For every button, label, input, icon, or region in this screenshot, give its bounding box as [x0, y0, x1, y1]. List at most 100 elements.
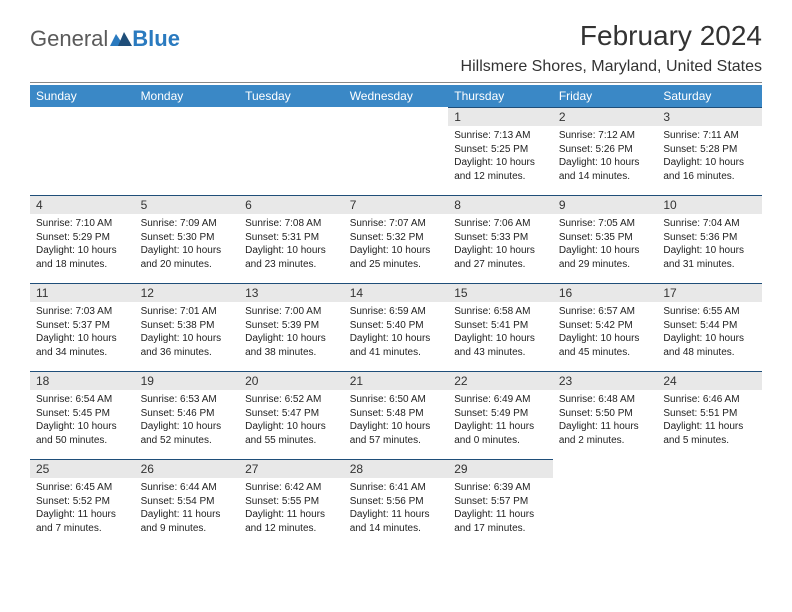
weekday-header: Saturday	[657, 85, 762, 107]
sunset-line: Sunset: 5:30 PM	[141, 231, 234, 245]
daylight-line: Daylight: 11 hours and 5 minutes.	[663, 420, 756, 447]
daylight-line: Daylight: 10 hours and 43 minutes.	[454, 332, 547, 359]
day-number: 2	[553, 107, 658, 126]
day-details: Sunrise: 7:07 AMSunset: 5:32 PMDaylight:…	[344, 214, 449, 274]
daylight-line: Daylight: 11 hours and 17 minutes.	[454, 508, 547, 535]
day-number: 1	[448, 107, 553, 126]
sunset-line: Sunset: 5:46 PM	[141, 407, 234, 421]
day-details: Sunrise: 6:48 AMSunset: 5:50 PMDaylight:…	[553, 390, 658, 450]
sunrise-line: Sunrise: 6:59 AM	[350, 305, 443, 319]
sunrise-line: Sunrise: 6:52 AM	[245, 393, 338, 407]
calendar-day-cell	[344, 107, 449, 195]
sunset-line: Sunset: 5:29 PM	[36, 231, 129, 245]
sunrise-line: Sunrise: 6:49 AM	[454, 393, 547, 407]
calendar-day-cell: 13Sunrise: 7:00 AMSunset: 5:39 PMDayligh…	[239, 283, 344, 371]
sunrise-line: Sunrise: 6:39 AM	[454, 481, 547, 495]
calendar-day-cell: 11Sunrise: 7:03 AMSunset: 5:37 PMDayligh…	[30, 283, 135, 371]
day-number: 15	[448, 283, 553, 302]
sunset-line: Sunset: 5:40 PM	[350, 319, 443, 333]
sunrise-line: Sunrise: 7:07 AM	[350, 217, 443, 231]
sunrise-line: Sunrise: 6:57 AM	[559, 305, 652, 319]
day-details: Sunrise: 6:54 AMSunset: 5:45 PMDaylight:…	[30, 390, 135, 450]
calendar-day-cell: 6Sunrise: 7:08 AMSunset: 5:31 PMDaylight…	[239, 195, 344, 283]
calendar-day-cell: 21Sunrise: 6:50 AMSunset: 5:48 PMDayligh…	[344, 371, 449, 459]
daylight-line: Daylight: 10 hours and 36 minutes.	[141, 332, 234, 359]
day-number: 7	[344, 195, 449, 214]
weekday-header: Thursday	[448, 85, 553, 107]
weekday-header: Monday	[135, 85, 240, 107]
sunset-line: Sunset: 5:50 PM	[559, 407, 652, 421]
day-number: 6	[239, 195, 344, 214]
daylight-line: Daylight: 10 hours and 57 minutes.	[350, 420, 443, 447]
sunrise-line: Sunrise: 6:54 AM	[36, 393, 129, 407]
day-details: Sunrise: 6:45 AMSunset: 5:52 PMDaylight:…	[30, 478, 135, 538]
day-details: Sunrise: 6:53 AMSunset: 5:46 PMDaylight:…	[135, 390, 240, 450]
day-number: 18	[30, 371, 135, 390]
sunset-line: Sunset: 5:49 PM	[454, 407, 547, 421]
calendar-day-cell: 22Sunrise: 6:49 AMSunset: 5:49 PMDayligh…	[448, 371, 553, 459]
sunset-line: Sunset: 5:36 PM	[663, 231, 756, 245]
sunset-line: Sunset: 5:38 PM	[141, 319, 234, 333]
day-details: Sunrise: 7:03 AMSunset: 5:37 PMDaylight:…	[30, 302, 135, 362]
day-details: Sunrise: 7:10 AMSunset: 5:29 PMDaylight:…	[30, 214, 135, 274]
daylight-line: Daylight: 11 hours and 2 minutes.	[559, 420, 652, 447]
daylight-line: Daylight: 10 hours and 29 minutes.	[559, 244, 652, 271]
daylight-line: Daylight: 10 hours and 14 minutes.	[559, 156, 652, 183]
day-details: Sunrise: 7:05 AMSunset: 5:35 PMDaylight:…	[553, 214, 658, 274]
daylight-line: Daylight: 10 hours and 20 minutes.	[141, 244, 234, 271]
sunset-line: Sunset: 5:37 PM	[36, 319, 129, 333]
calendar-day-cell: 1Sunrise: 7:13 AMSunset: 5:25 PMDaylight…	[448, 107, 553, 195]
day-number: 14	[344, 283, 449, 302]
sunrise-line: Sunrise: 6:45 AM	[36, 481, 129, 495]
day-details: Sunrise: 6:58 AMSunset: 5:41 PMDaylight:…	[448, 302, 553, 362]
day-number: 13	[239, 283, 344, 302]
title-block: February 2024 Hillsmere Shores, Maryland…	[461, 20, 762, 76]
sunrise-line: Sunrise: 7:04 AM	[663, 217, 756, 231]
sunset-line: Sunset: 5:51 PM	[663, 407, 756, 421]
day-number: 29	[448, 459, 553, 478]
daylight-line: Daylight: 11 hours and 9 minutes.	[141, 508, 234, 535]
location: Hillsmere Shores, Maryland, United State…	[461, 58, 762, 76]
sunset-line: Sunset: 5:33 PM	[454, 231, 547, 245]
sunrise-line: Sunrise: 6:42 AM	[245, 481, 338, 495]
calendar-week-row: 4Sunrise: 7:10 AMSunset: 5:29 PMDaylight…	[30, 195, 762, 283]
month-title: February 2024	[461, 20, 762, 52]
calendar-body: 1Sunrise: 7:13 AMSunset: 5:25 PMDaylight…	[30, 107, 762, 547]
sunrise-line: Sunrise: 7:11 AM	[663, 129, 756, 143]
calendar-day-cell: 12Sunrise: 7:01 AMSunset: 5:38 PMDayligh…	[135, 283, 240, 371]
sunrise-line: Sunrise: 6:58 AM	[454, 305, 547, 319]
day-details: Sunrise: 6:42 AMSunset: 5:55 PMDaylight:…	[239, 478, 344, 538]
sunset-line: Sunset: 5:25 PM	[454, 143, 547, 157]
day-details: Sunrise: 6:59 AMSunset: 5:40 PMDaylight:…	[344, 302, 449, 362]
calendar-day-cell: 26Sunrise: 6:44 AMSunset: 5:54 PMDayligh…	[135, 459, 240, 547]
sunrise-line: Sunrise: 7:10 AM	[36, 217, 129, 231]
brand-logo: General Blue	[30, 20, 180, 52]
brand-name-1: General	[30, 26, 108, 52]
calendar-table: SundayMondayTuesdayWednesdayThursdayFrid…	[30, 85, 762, 547]
daylight-line: Daylight: 10 hours and 31 minutes.	[663, 244, 756, 271]
daylight-line: Daylight: 10 hours and 23 minutes.	[245, 244, 338, 271]
sunset-line: Sunset: 5:32 PM	[350, 231, 443, 245]
sunset-line: Sunset: 5:31 PM	[245, 231, 338, 245]
calendar-day-cell: 25Sunrise: 6:45 AMSunset: 5:52 PMDayligh…	[30, 459, 135, 547]
calendar-day-cell: 10Sunrise: 7:04 AMSunset: 5:36 PMDayligh…	[657, 195, 762, 283]
sunset-line: Sunset: 5:26 PM	[559, 143, 652, 157]
sunset-line: Sunset: 5:48 PM	[350, 407, 443, 421]
sunrise-line: Sunrise: 7:05 AM	[559, 217, 652, 231]
day-details: Sunrise: 6:39 AMSunset: 5:57 PMDaylight:…	[448, 478, 553, 538]
sunset-line: Sunset: 5:55 PM	[245, 495, 338, 509]
sunset-line: Sunset: 5:56 PM	[350, 495, 443, 509]
day-details: Sunrise: 7:01 AMSunset: 5:38 PMDaylight:…	[135, 302, 240, 362]
day-number: 8	[448, 195, 553, 214]
day-details: Sunrise: 6:41 AMSunset: 5:56 PMDaylight:…	[344, 478, 449, 538]
day-number: 11	[30, 283, 135, 302]
sunset-line: Sunset: 5:47 PM	[245, 407, 338, 421]
day-number: 20	[239, 371, 344, 390]
sunrise-line: Sunrise: 6:50 AM	[350, 393, 443, 407]
sunset-line: Sunset: 5:41 PM	[454, 319, 547, 333]
calendar-week-row: 11Sunrise: 7:03 AMSunset: 5:37 PMDayligh…	[30, 283, 762, 371]
sunset-line: Sunset: 5:42 PM	[559, 319, 652, 333]
day-details: Sunrise: 7:11 AMSunset: 5:28 PMDaylight:…	[657, 126, 762, 186]
day-details: Sunrise: 7:13 AMSunset: 5:25 PMDaylight:…	[448, 126, 553, 186]
calendar-day-cell	[239, 107, 344, 195]
